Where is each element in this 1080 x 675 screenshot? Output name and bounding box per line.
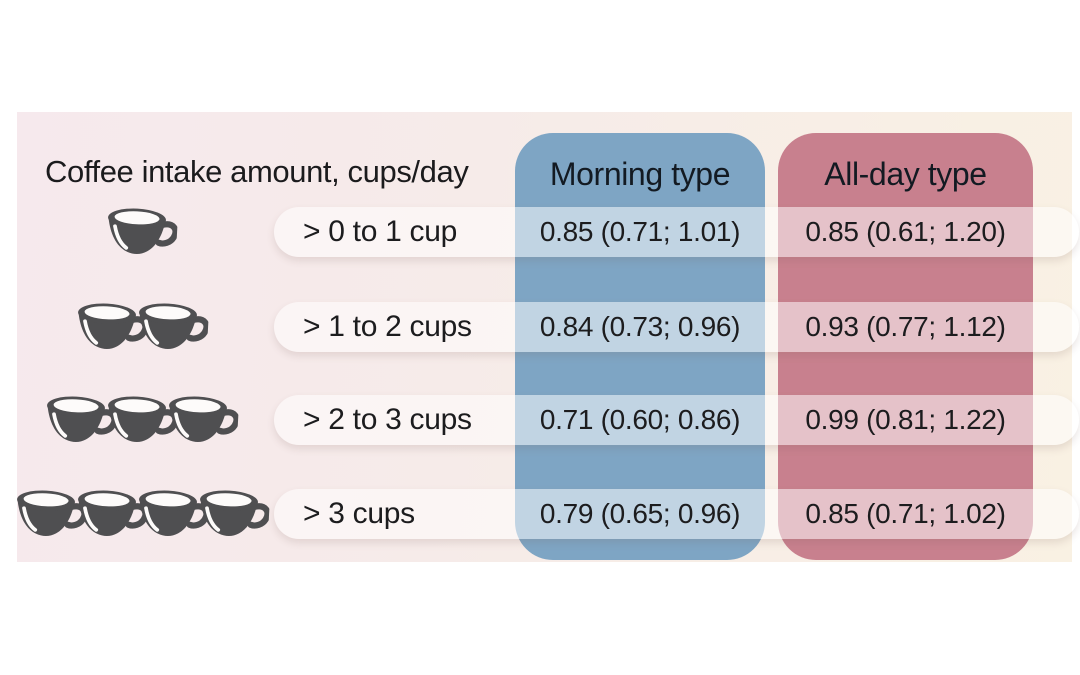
coffee-cup-icon — [16, 489, 87, 536]
coffee-cup-icon — [169, 395, 240, 442]
coffee-cup-icon — [108, 207, 179, 254]
cups-row-3 — [17, 395, 263, 445]
coffee-cup-icon — [108, 395, 179, 442]
row-band — [274, 489, 1079, 539]
morning-value: 0.71 (0.60; 0.86) — [539, 404, 741, 435]
allday-value: 0.85 (0.71; 1.02) — [805, 498, 1006, 529]
morning-value: 0.85 (0.71; 1.01) — [539, 216, 741, 247]
morning-value: 0.84 (0.73; 0.96) — [539, 311, 741, 342]
coffee-cup-icon — [138, 302, 209, 349]
coffee-cup-icon — [199, 489, 270, 536]
row-label: > 3 cups — [303, 497, 415, 530]
coffee-cup-icon — [77, 489, 148, 536]
row-band — [274, 302, 1079, 352]
cups-row-4 — [16, 489, 270, 539]
row-label: > 1 to 2 cups — [303, 310, 472, 343]
cups-row-1 — [17, 207, 263, 257]
cups-row-2 — [17, 302, 263, 352]
morning-value: 0.79 (0.65; 0.96) — [539, 498, 741, 529]
allday-value: 0.99 (0.81; 1.22) — [805, 404, 1006, 435]
allday-value: 0.93 (0.77; 1.12) — [805, 311, 1006, 342]
table-title: Coffee intake amount, cups/day — [45, 154, 469, 189]
allday-value: 0.85 (0.61; 1.20) — [805, 216, 1006, 247]
coffee-cup-icon — [47, 395, 118, 442]
row-label: > 0 to 1 cup — [303, 215, 458, 248]
column-header-morning: Morning type — [549, 156, 731, 192]
row-band — [274, 207, 1079, 257]
coffee-cup-icon — [138, 489, 209, 536]
row-label: > 2 to 3 cups — [303, 403, 472, 436]
infographic-panel: Coffee intake amount, cups/day Morning t… — [16, 112, 1079, 562]
coffee-cup-icon — [77, 302, 148, 349]
column-header-allday: All-day type — [824, 156, 987, 192]
row-band — [274, 395, 1079, 445]
